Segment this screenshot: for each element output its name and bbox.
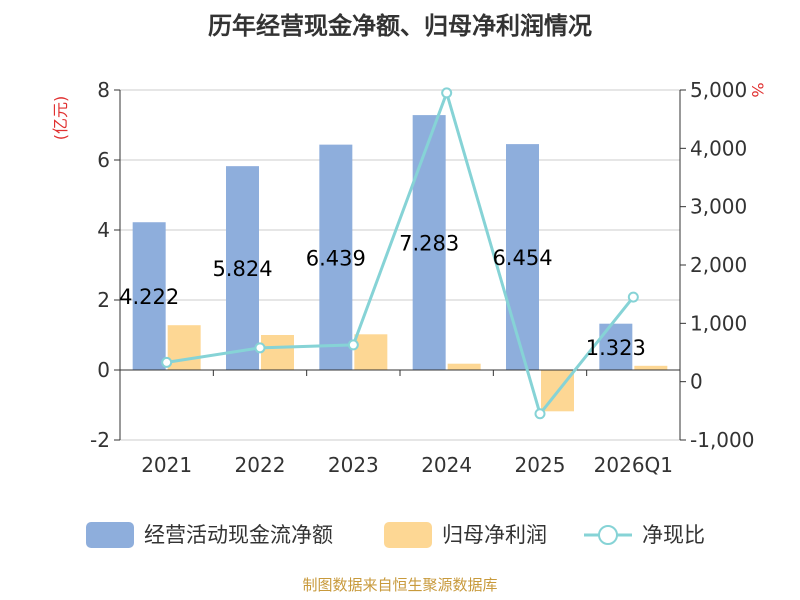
ratio-point <box>347 339 359 351</box>
cashflow-bar <box>226 166 259 370</box>
ratio-point <box>441 87 453 99</box>
net-profit-bar <box>447 363 481 370</box>
legend-cashflow[interactable]: 经营活动现金流净额 <box>86 522 333 548</box>
x-tick-label: 2025 <box>515 453 566 477</box>
cashflow-data-label: 7.283 <box>399 232 459 256</box>
cashflow-data-label: 6.439 <box>306 246 366 270</box>
net-profit-bar <box>354 334 388 370</box>
cashflow-bar <box>132 222 166 370</box>
ratio-point <box>627 291 639 303</box>
cashflow-data-label: 4.222 <box>119 285 179 309</box>
chart-title: 历年经营现金净额、归母净利润情况 <box>208 12 592 40</box>
bars <box>132 115 668 412</box>
ratio-point <box>161 356 173 368</box>
x-tick-label: 2021 <box>141 453 192 477</box>
legend-net-profit[interactable]: 归母净利润 <box>384 522 547 548</box>
left-tick-label: -2 <box>90 428 110 452</box>
legend-swatch <box>384 522 432 548</box>
right-tick-label: 3,000 <box>690 195 747 219</box>
ratio-point <box>534 408 546 420</box>
x-tick-label: 2023 <box>328 453 379 477</box>
cashflow-data-label: 1.323 <box>586 336 646 360</box>
right-tick-label: 2,000 <box>690 253 747 277</box>
legend-ratio[interactable]: 净现比 <box>584 523 705 547</box>
left-tick-label: 2 <box>97 288 110 312</box>
right-axis-unit: % <box>748 82 767 97</box>
legend-label: 经营活动现金流净额 <box>144 523 333 547</box>
net-profit-bar <box>634 365 668 370</box>
gridlines <box>120 89 680 441</box>
legend: 经营活动现金流净额 归母净利润 净现比 <box>86 522 705 548</box>
cashflow-bar <box>319 144 353 370</box>
right-tick-label: 0 <box>690 370 703 394</box>
legend-marker <box>598 525 618 545</box>
cashflow-bar <box>412 115 446 370</box>
cashflow-data-label: 6.454 <box>492 246 552 270</box>
left-tick-label: 4 <box>97 218 110 242</box>
data-labels: 4.222 5.824 6.439 7.283 6.454 1.323 <box>119 232 646 360</box>
net-profit-bar <box>167 325 201 370</box>
ratio-point <box>254 342 266 354</box>
x-tick-label: 2026Q1 <box>594 453 673 477</box>
cashflow-data-label: 5.824 <box>212 257 272 281</box>
right-tick-label: 5,000 <box>690 78 747 102</box>
legend-swatch <box>86 522 134 548</box>
source-note: 制图数据来自恒生聚源数据库 <box>302 576 497 594</box>
left-tick-label: 6 <box>97 148 110 172</box>
x-tick-label: 2022 <box>235 453 286 477</box>
legend-label: 归母净利润 <box>442 523 547 547</box>
cashflow-bar <box>506 144 539 370</box>
right-tick-label: 4,000 <box>690 136 747 160</box>
x-tick-label: 2024 <box>421 453 472 477</box>
net-profit-bar <box>261 335 294 370</box>
left-tick-label: 8 <box>97 78 110 102</box>
left-axis-unit: (亿元) <box>51 96 70 141</box>
axes: -2 0 2 4 6 8 -1,000 0 1,000 2,000 3,000 4,000 5,000 2… <box>90 78 754 477</box>
ratio-line-path <box>166 88 635 417</box>
right-tick-label: 1,000 <box>690 311 747 335</box>
legend-label: 净现比 <box>642 523 705 547</box>
ratio-line <box>161 87 639 420</box>
right-tick-label: -1,000 <box>690 428 754 452</box>
left-tick-label: 0 <box>97 358 110 382</box>
